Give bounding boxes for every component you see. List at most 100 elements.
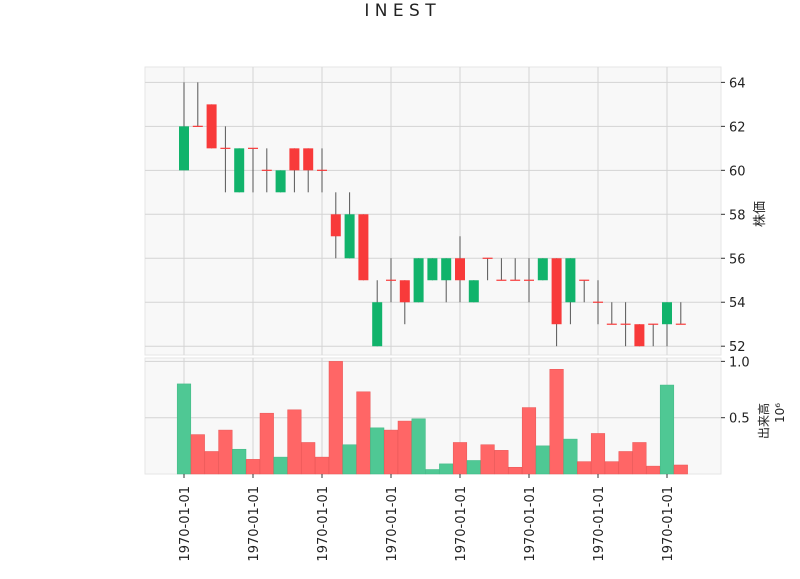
candle-body-flat: [192, 125, 203, 127]
candle-body-flat: [648, 323, 659, 325]
volume-bar: [411, 418, 426, 475]
volume-bar: [397, 420, 412, 475]
candle: [455, 236, 465, 303]
candle: [289, 148, 300, 193]
candle-body-up: [275, 170, 286, 193]
volume-axis-label: 出来高: [756, 403, 771, 439]
volume-bars: [176, 361, 688, 475]
volume-bar: [383, 429, 399, 475]
volume-bar: [232, 448, 247, 475]
candle-body-flat: [510, 279, 521, 281]
candle-body-down: [206, 104, 217, 149]
volume-bar: [245, 459, 261, 475]
candle: [358, 214, 369, 281]
x-tick-label: 1970-01-01: [523, 486, 538, 562]
price-tick-label: 54: [729, 296, 746, 311]
candle: [510, 258, 521, 281]
candle: [386, 258, 396, 303]
candle-body-flat: [317, 169, 327, 171]
price-tick-label: 52: [729, 340, 746, 355]
candle: [317, 148, 327, 193]
price-tick-label: 64: [729, 76, 746, 91]
volume-bar: [618, 451, 633, 475]
candle: [675, 302, 686, 325]
x-tick-label: 1970-01-01: [385, 486, 400, 562]
candle: [565, 258, 576, 325]
volume-bar: [521, 407, 537, 475]
candles: [179, 82, 686, 347]
volume-bar: [452, 442, 468, 475]
volume-tick-label: 1.0: [729, 355, 750, 370]
candle: [662, 302, 672, 347]
price-tick-label: 56: [729, 252, 746, 267]
volume-bar: [439, 463, 454, 475]
chart-title: I N E S T: [364, 1, 436, 21]
volume-bar: [494, 450, 509, 475]
volume-bar: [480, 444, 495, 475]
volume-axis-ticks: 0.5 1.0: [721, 355, 750, 427]
candle: [579, 279, 590, 303]
candle: [275, 170, 286, 193]
candle: [634, 324, 645, 347]
candle-body-down: [551, 258, 562, 325]
candle: [303, 148, 314, 193]
candle: [234, 148, 245, 193]
volume-bar: [218, 429, 233, 475]
candle-body-up: [662, 302, 672, 325]
volume-bar: [535, 445, 550, 475]
x-axis-ticks: 1970-01-01 1970-01-01 1970-01-01 1970-01-01…: [178, 474, 676, 562]
candle-body-down: [634, 324, 645, 347]
price-tick-label: 58: [729, 208, 746, 223]
volume-bar: [646, 465, 661, 475]
candle-body-up: [468, 280, 479, 303]
volume-bar: [356, 391, 371, 475]
candle-body-flat: [606, 323, 617, 325]
volume-tick-label: 0.5: [729, 412, 750, 427]
candle-body-flat: [248, 147, 258, 149]
candle-body-up: [427, 258, 438, 281]
candle: [482, 257, 493, 281]
candle: [330, 192, 341, 259]
candle: [524, 258, 534, 303]
candle: [192, 82, 203, 127]
volume-bar: [328, 361, 343, 475]
candle-body-up: [565, 258, 576, 303]
volume-bar: [176, 383, 192, 475]
candle-body-flat: [620, 323, 631, 325]
candle: [496, 258, 507, 281]
x-tick-label: 1970-01-01: [178, 486, 193, 562]
candle-body-flat: [593, 301, 603, 303]
volume-bar: [287, 409, 302, 475]
candle-body-flat: [220, 147, 231, 149]
volume-bar: [604, 461, 619, 475]
price-panel-background: [144, 66, 722, 356]
price-tick-label: 62: [729, 120, 746, 135]
candle: [620, 302, 631, 347]
volume-bar: [425, 469, 440, 475]
candle: [468, 280, 479, 303]
volume-bar: [204, 451, 219, 475]
x-tick-label: 1970-01-01: [661, 486, 676, 562]
candle-body-flat: [261, 169, 272, 171]
volume-bar: [563, 438, 578, 475]
candle-body-down: [289, 148, 300, 171]
volume-bar: [577, 461, 592, 475]
candle-body-up: [234, 148, 245, 193]
x-tick-label: 1970-01-01: [247, 486, 262, 562]
x-tick-label: 1970-01-01: [316, 486, 331, 562]
volume-bar: [301, 442, 316, 475]
candle-body-up: [413, 258, 424, 303]
candle-body-down: [399, 280, 410, 303]
volume-bar: [590, 433, 606, 475]
volume-bar: [273, 456, 288, 475]
candle: [413, 258, 424, 303]
volume-exponent-label: 10⁶: [773, 403, 787, 423]
volume-bar: [342, 444, 357, 475]
x-tick-label: 1970-01-01: [454, 486, 469, 562]
candle: [261, 148, 272, 193]
price-axis-ticks: 52 54 56 58 60 62 64: [721, 76, 746, 355]
x-tick-label: 1970-01-01: [592, 486, 607, 562]
volume-bar: [673, 464, 688, 475]
